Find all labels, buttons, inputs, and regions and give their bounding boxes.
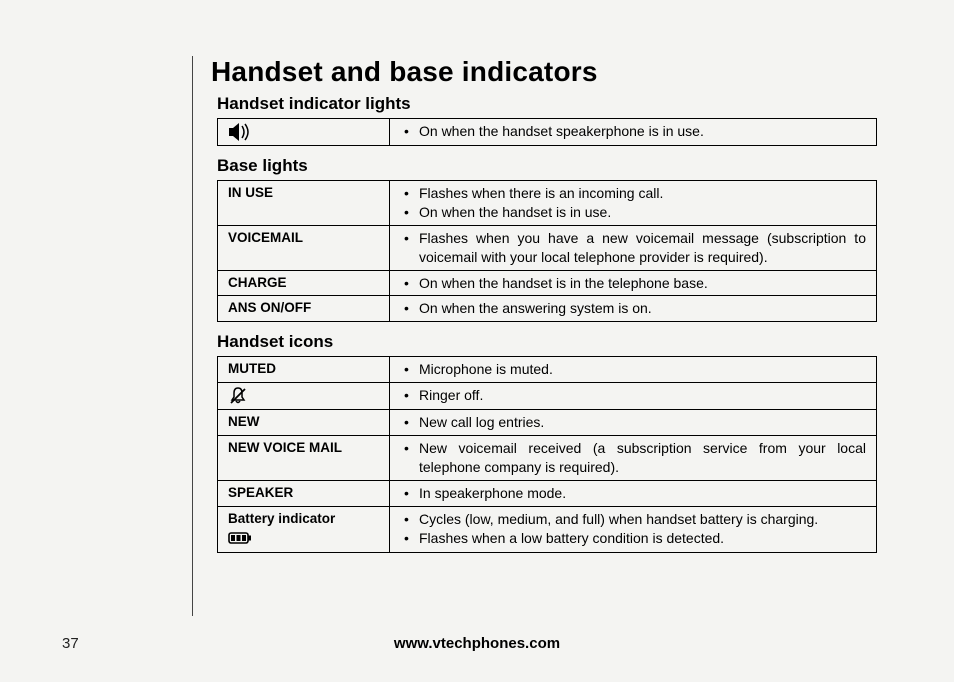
cell-desc: On when the handset is in the telephone …: [390, 270, 877, 296]
section-heading-handset-icons: Handset icons: [217, 332, 894, 352]
cell-label: CHARGE: [218, 270, 390, 296]
table-row: NEW VOICE MAIL New voicemail received (a…: [218, 436, 877, 481]
cell-desc: Microphone is muted.: [390, 357, 877, 383]
cell-desc: Ringer off.: [390, 383, 877, 410]
battery-icon: [228, 531, 379, 549]
section-heading-handset-lights: Handset indicator lights: [217, 94, 894, 114]
bullet-item: New call log entries.: [414, 413, 866, 432]
cell-desc: New call log entries.: [390, 410, 877, 436]
cell-label: IN USE: [218, 181, 390, 226]
table-row: On when the handset speakerphone is in u…: [218, 119, 877, 146]
table-base-lights: IN USE Flashes when there is an incoming…: [217, 180, 877, 322]
table-row: ANS ON/OFF On when the answering system …: [218, 296, 877, 322]
cell-label: SPEAKER: [218, 480, 390, 506]
table-row: Battery indicator: [218, 506, 877, 552]
bullet-item: On when the handset is in use.: [414, 203, 866, 222]
cell-label: MUTED: [218, 357, 390, 383]
content-column: Handset and base indicators Handset indi…: [192, 56, 894, 616]
bullet-item: New voicemail received (a subscription s…: [414, 439, 866, 477]
page-container: Handset and base indicators Handset indi…: [0, 0, 954, 682]
bullet-item: On when the handset is in the telephone …: [414, 274, 866, 293]
cell-label: NEW: [218, 410, 390, 436]
bullet-item: On when the answering system is on.: [414, 299, 866, 318]
bullet-item: Flashes when a low battery condition is …: [414, 529, 866, 548]
table-row: SPEAKER In speakerphone mode.: [218, 480, 877, 506]
page-title: Handset and base indicators: [211, 56, 894, 88]
cell-desc: Cycles (low, medium, and full) when hand…: [390, 506, 877, 552]
bell-off-icon: [218, 383, 390, 410]
battery-label: Battery indicator: [228, 510, 379, 528]
table-handset-lights: On when the handset speakerphone is in u…: [217, 118, 877, 146]
bullet-item: Flashes when there is an incoming call.: [414, 184, 866, 203]
section-heading-base-lights: Base lights: [217, 156, 894, 176]
footer-url: www.vtechphones.com: [0, 635, 954, 652]
bullet-item: In speakerphone mode.: [414, 484, 866, 503]
bullet-item: Flashes when you have a new voicemail me…: [414, 229, 866, 267]
cell-label: ANS ON/OFF: [218, 296, 390, 322]
cell-label-battery: Battery indicator: [218, 506, 390, 552]
speaker-icon: [218, 119, 390, 146]
table-handset-icons: MUTED Microphone is muted.: [217, 356, 877, 553]
cell-desc: Flashes when you have a new voicemail me…: [390, 225, 877, 270]
table-row: MUTED Microphone is muted.: [218, 357, 877, 383]
bullet-item: Microphone is muted.: [414, 360, 866, 379]
bullet-item: On when the handset speakerphone is in u…: [414, 122, 866, 141]
cell-desc: Flashes when there is an incoming call. …: [390, 181, 877, 226]
bullet-item: Cycles (low, medium, and full) when hand…: [414, 510, 866, 529]
cell-desc: In speakerphone mode.: [390, 480, 877, 506]
table-row: CHARGE On when the handset is in the tel…: [218, 270, 877, 296]
cell-label: VOICEMAIL: [218, 225, 390, 270]
bullet-item: Ringer off.: [414, 386, 866, 405]
cell-label: NEW VOICE MAIL: [218, 436, 390, 481]
cell-desc: New voicemail received (a subscription s…: [390, 436, 877, 481]
cell-desc: On when the handset speakerphone is in u…: [390, 119, 877, 146]
table-row: NEW New call log entries.: [218, 410, 877, 436]
cell-desc: On when the answering system is on.: [390, 296, 877, 322]
table-row: Ringer off.: [218, 383, 877, 410]
table-row: IN USE Flashes when there is an incoming…: [218, 181, 877, 226]
table-row: VOICEMAIL Flashes when you have a new vo…: [218, 225, 877, 270]
